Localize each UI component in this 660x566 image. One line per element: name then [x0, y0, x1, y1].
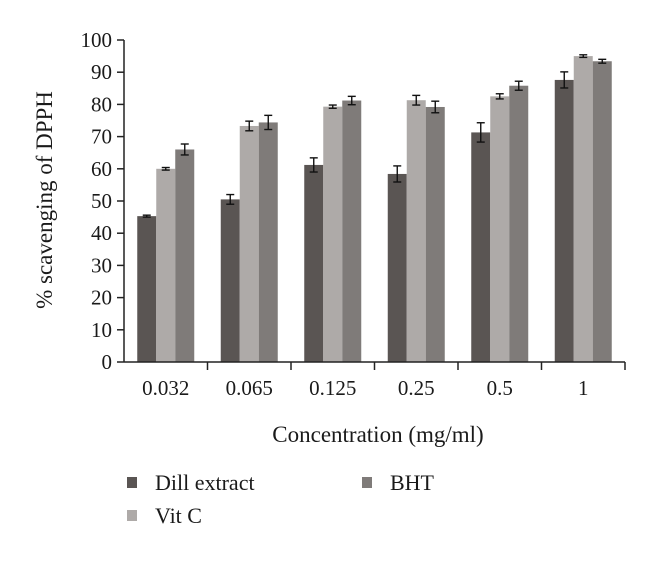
bar-vit-c-0.032: [156, 168, 176, 362]
x-tick-label: 0.065: [226, 376, 273, 400]
y-tick-label: 100: [81, 28, 113, 52]
bar-dill-extract-0.125: [304, 164, 324, 362]
bar-dill-extract-0.065: [220, 199, 240, 362]
error-bar: [226, 193, 235, 205]
bar-vit-c-0.065: [239, 125, 259, 362]
x-axis-title: Concentration (mg/ml): [272, 422, 483, 447]
y-tick-label: 90: [91, 60, 112, 84]
bar-bht-0.5: [509, 85, 529, 362]
legend-swatch: [362, 477, 372, 488]
error-bar: [476, 122, 485, 143]
legend: Dill extract Vit C BHT: [127, 470, 435, 528]
x-tick-label: 0.5: [487, 376, 513, 400]
y-axis-title: % scavenging of DPPH: [32, 91, 57, 309]
error-bar: [347, 95, 356, 106]
y-tick-label: 20: [91, 286, 112, 310]
error-bar: [328, 104, 337, 109]
bars: [137, 56, 612, 363]
bar-dill-extract-0.5: [471, 132, 491, 362]
error-bar: [412, 94, 421, 106]
y-tick-label: 70: [91, 125, 112, 149]
bar-bht-0.25: [425, 106, 445, 362]
bar-dill-extract-0.25: [387, 173, 407, 362]
y-tick-label: 10: [91, 318, 112, 342]
y-tick-label: 40: [91, 221, 112, 245]
legend-swatch: [127, 510, 137, 521]
bar-vit-c-0.125: [323, 106, 343, 363]
legend-label: Dill extract: [155, 470, 255, 495]
y-tick-label: 50: [91, 189, 112, 213]
error-bar: [495, 93, 504, 100]
bar-vit-c-1: [573, 56, 593, 362]
bar-bht-0.125: [342, 100, 362, 362]
legend-item-bht: BHT: [362, 470, 435, 495]
y-tick-label: 80: [91, 92, 112, 116]
x-tick-label: 0.032: [142, 376, 189, 400]
y-tick-label: 0: [102, 350, 113, 374]
bar-bht-1: [592, 61, 612, 362]
error-bar: [431, 100, 440, 114]
legend-swatch: [127, 477, 137, 488]
bar-bht-0.032: [175, 149, 195, 362]
legend-item-dill-extract: Dill extract: [127, 470, 255, 495]
y-tick-label: 30: [91, 253, 112, 277]
error-bar: [309, 157, 318, 173]
error-bar: [393, 165, 402, 183]
bar-dill-extract-1: [554, 79, 574, 362]
bar-vit-c-0.25: [406, 100, 426, 363]
error-bars: [142, 54, 607, 218]
bar-vit-c-0.5: [490, 96, 510, 362]
error-bar: [514, 80, 523, 91]
error-bar: [560, 71, 569, 89]
error-bar: [180, 143, 189, 156]
error-bar: [579, 54, 588, 59]
error-bar: [161, 166, 170, 171]
x-tick-label: 1: [578, 376, 589, 400]
error-bar: [598, 58, 607, 64]
bar-dill-extract-0.032: [137, 216, 157, 362]
x-tick-label: 0.25: [398, 376, 435, 400]
error-bar: [245, 120, 254, 132]
bar-bht-0.065: [258, 122, 278, 362]
error-bar: [264, 114, 273, 131]
legend-label: Vit C: [155, 503, 202, 528]
error-bar: [142, 214, 151, 218]
legend-item-vit-c: Vit C: [127, 503, 202, 528]
legend-label: BHT: [390, 470, 435, 495]
y-tick-label: 60: [91, 157, 112, 181]
x-tick-label: 0.125: [309, 376, 356, 400]
y-axis-ticks: 0 10 20 30 40 50 60 70 80 90 100: [81, 28, 124, 374]
x-axis-ticks: 0.032 0.065 0.125 0.25 0.5 1: [142, 362, 626, 400]
